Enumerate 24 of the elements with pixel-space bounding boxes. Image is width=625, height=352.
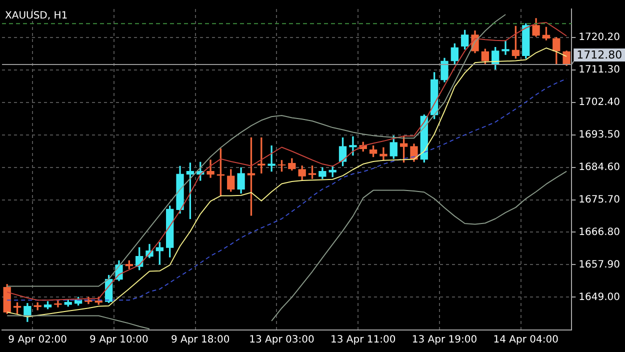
- y-tick-label: 1649.00: [578, 292, 620, 303]
- y-tick-label: 1657.90: [578, 259, 620, 270]
- x-tick-label: 9 Apr 02:00: [8, 334, 68, 346]
- candlestick: [268, 145, 276, 172]
- y-tick-label: 1666.80: [578, 226, 620, 238]
- candlestick: [349, 136, 357, 156]
- y-tick-label: 1684.60: [578, 162, 620, 173]
- candlestick: [206, 160, 214, 178]
- ref-line-label: 1712.80: [576, 48, 622, 62]
- y-tick-label: 1711.30: [578, 64, 620, 76]
- x-tick-label: 9 Apr 18:00: [170, 334, 230, 346]
- candlestick: [380, 147, 388, 161]
- y-tick-label: 1720.20: [578, 32, 620, 44]
- y-tick-label: 1675.70: [578, 194, 620, 206]
- y-tick-label: 1702.40: [578, 96, 620, 108]
- x-tick-label: 13 Apr 19:00: [412, 334, 478, 346]
- candlestick: [502, 40, 510, 55]
- x-tick-label: 14 Apr 04:00: [493, 334, 558, 346]
- candlestick: [54, 300, 62, 308]
- y-tick-label: 1693.50: [578, 129, 620, 140]
- x-tick-label: 9 Apr 10:00: [90, 334, 148, 346]
- chart-title: XAUUSD, H1: [5, 10, 68, 22]
- x-tick-label: 13 Apr 03:00: [249, 334, 314, 346]
- x-tick-label: 13 Apr 11:00: [330, 334, 396, 346]
